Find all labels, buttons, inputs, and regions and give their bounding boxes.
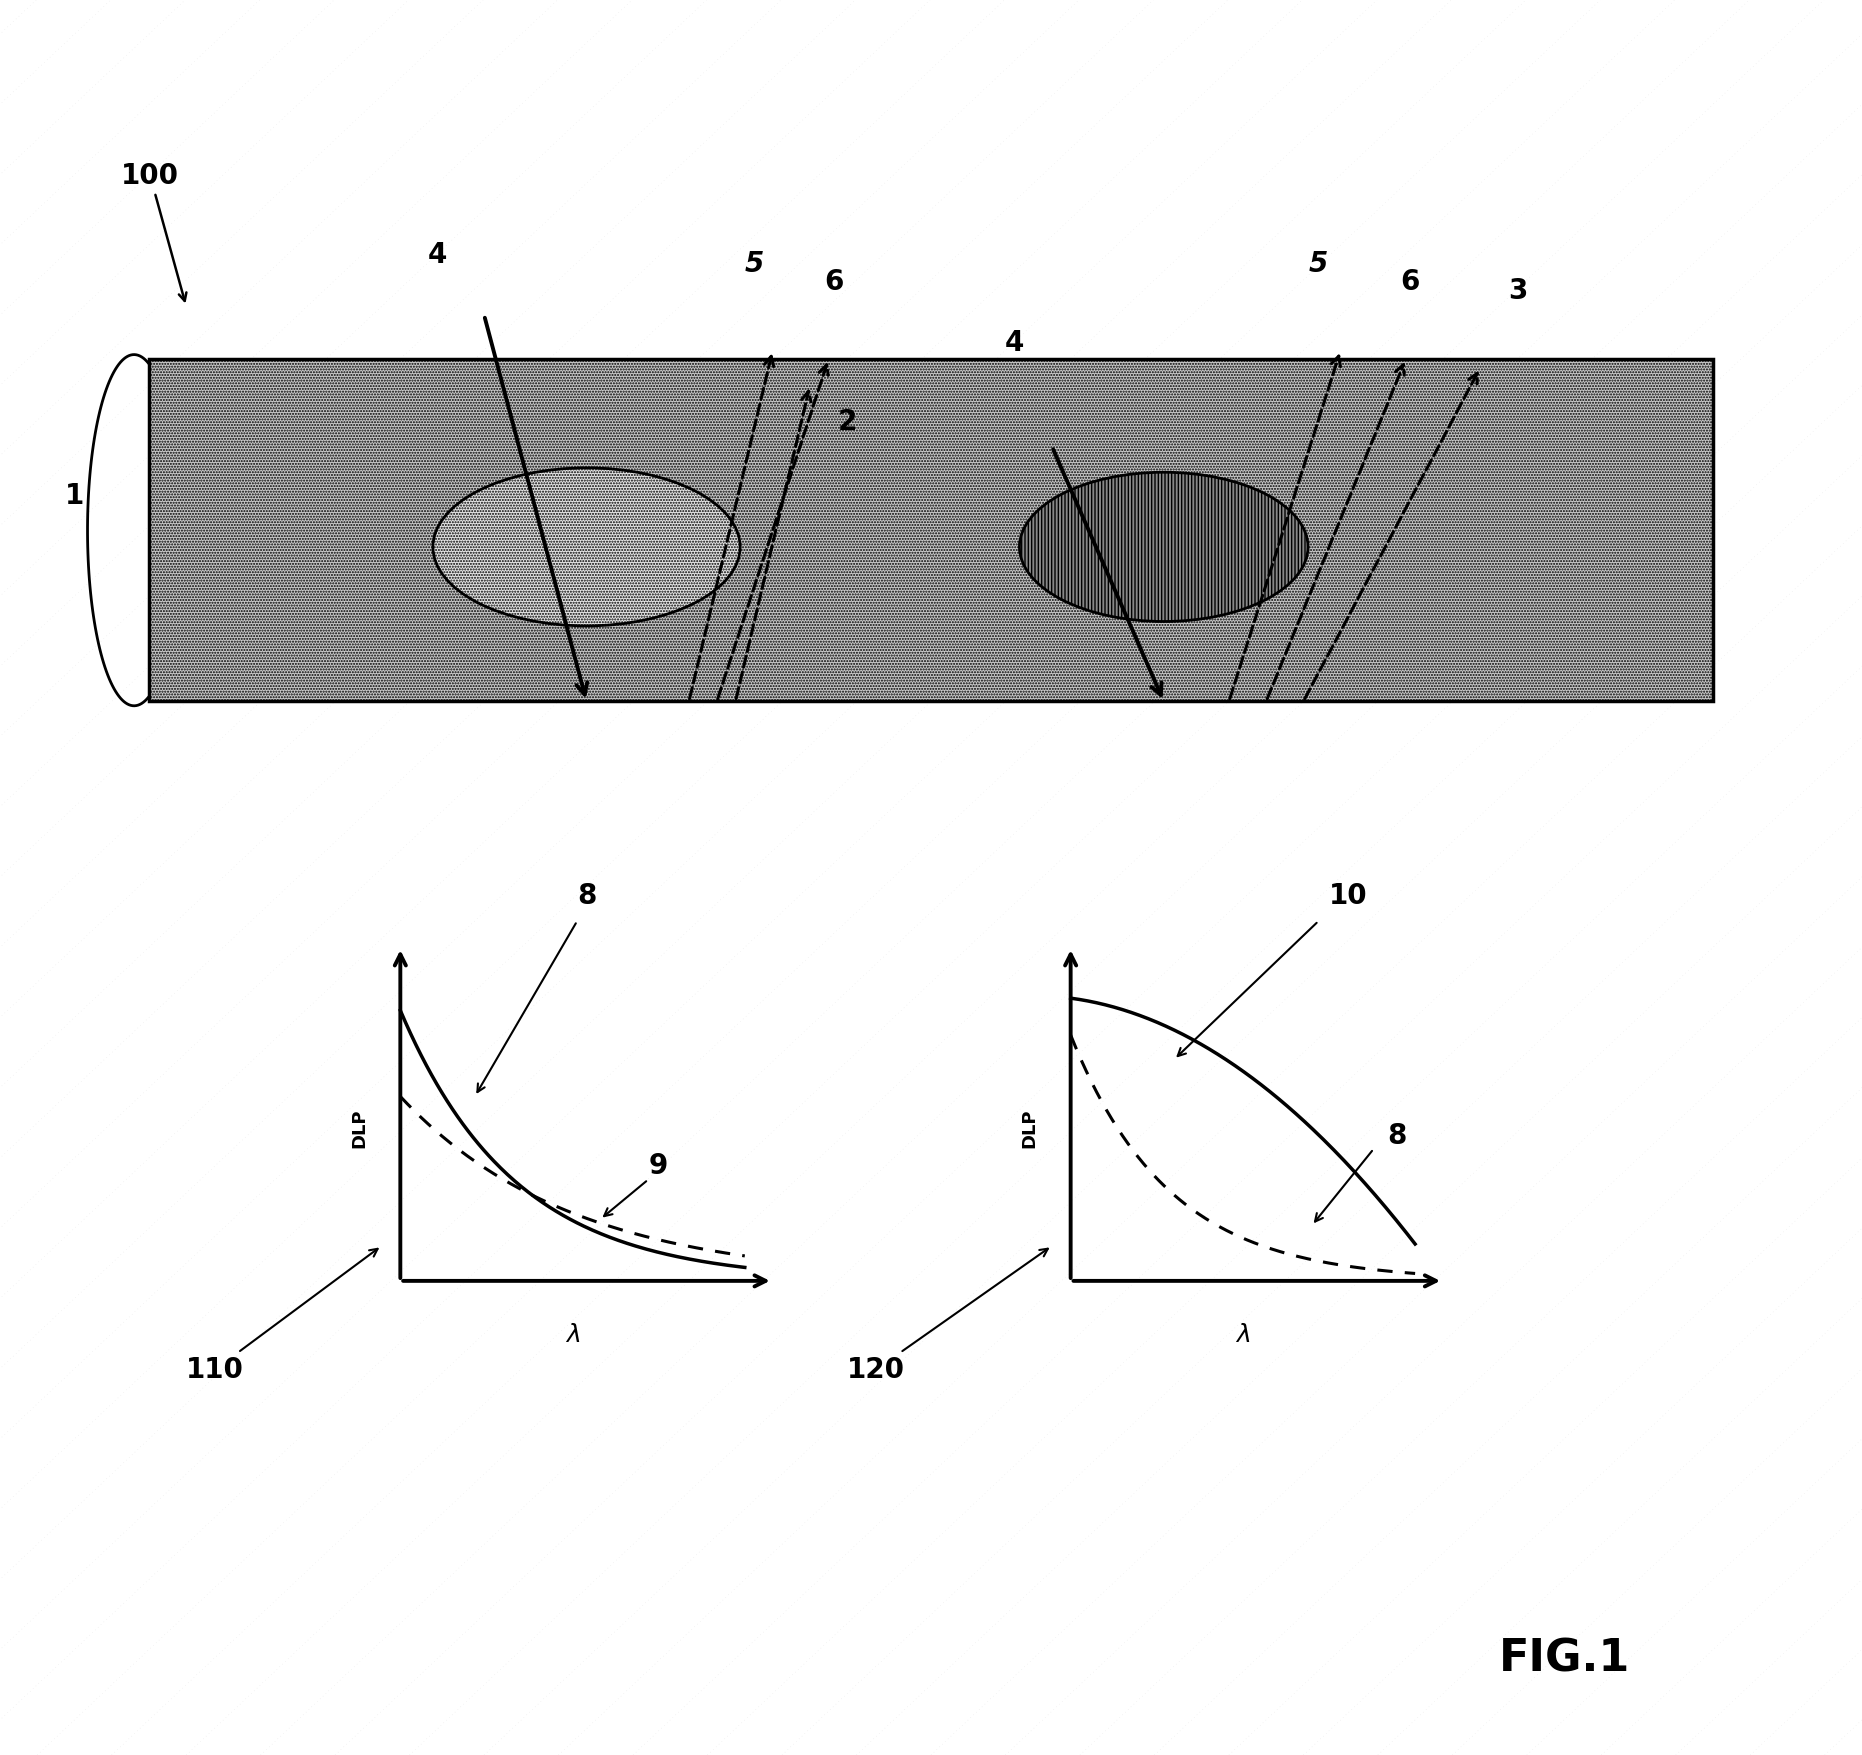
Text: 6: 6 (825, 267, 843, 295)
Text: 5: 5 (1309, 249, 1328, 277)
Ellipse shape (432, 469, 739, 627)
Text: FIG.1: FIG.1 (1499, 1637, 1629, 1680)
Text: $\lambda$: $\lambda$ (1235, 1322, 1251, 1346)
Text: 120: 120 (847, 1250, 1048, 1383)
Text: 1: 1 (65, 483, 84, 509)
Text: 10: 10 (1329, 881, 1367, 909)
Text: 5: 5 (745, 249, 763, 277)
Ellipse shape (1020, 472, 1309, 623)
Text: 6: 6 (1400, 267, 1419, 295)
Text: 8: 8 (1387, 1121, 1408, 1150)
Text: 9: 9 (648, 1151, 668, 1179)
Text: 4: 4 (428, 240, 447, 269)
Text: DLP: DLP (1020, 1107, 1039, 1148)
Bar (149, 360, 1713, 702)
Text: $\lambda$: $\lambda$ (564, 1322, 581, 1346)
Text: 2: 2 (838, 407, 857, 435)
Text: DLP: DLP (350, 1107, 369, 1148)
Text: 8: 8 (577, 881, 596, 909)
Text: 100: 100 (121, 161, 186, 302)
Text: 4: 4 (1005, 328, 1024, 356)
Text: 110: 110 (186, 1250, 378, 1383)
Text: 3: 3 (1508, 276, 1527, 304)
